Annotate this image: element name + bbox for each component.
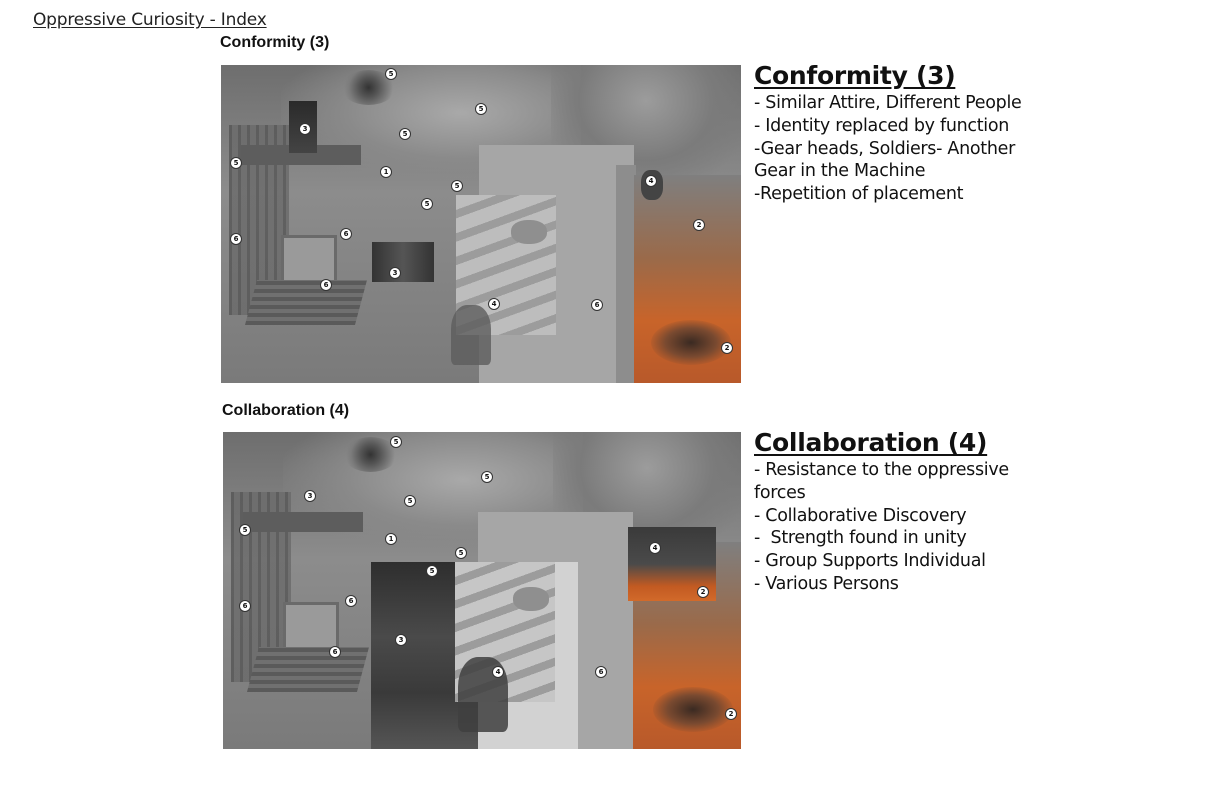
marker: 6 — [591, 299, 603, 311]
notes-heading-collaboration: Collaboration (4) — [754, 428, 988, 457]
marker: 5 — [404, 495, 416, 507]
list-item: - Collaborative Discovery — [754, 505, 967, 526]
marker: 5 — [475, 103, 487, 115]
marker: 2 — [725, 708, 737, 720]
list-item: - Resistance to the oppressive forces — [754, 460, 1015, 503]
notes-conformity: Conformity (3) - Similar Attire, Differe… — [754, 61, 1024, 206]
list-item: - Identity replaced by function — [754, 115, 1010, 136]
marker: 2 — [721, 342, 733, 354]
marker: 6 — [239, 600, 251, 612]
marker: 1 — [385, 533, 397, 545]
marker: 5 — [451, 180, 463, 192]
list-item: - Group Supports Individual — [754, 551, 986, 572]
notes-collaboration: Collaboration (4) - Resistance to the op… — [754, 428, 1024, 596]
marker: 6 — [340, 228, 352, 240]
marker: 3 — [389, 267, 401, 279]
collage-image-conformity: 5 5 3 5 5 1 5 5 4 6 6 2 3 6 4 6 2 — [221, 65, 741, 383]
marker: 5 — [239, 524, 251, 536]
section-label-conformity: Conformity (3) — [220, 34, 330, 51]
marker: 5 — [426, 565, 438, 577]
marker: 6 — [345, 595, 357, 607]
marker: 6 — [595, 666, 607, 678]
marker: 3 — [304, 490, 316, 502]
list-item: - Similar Attire, Different People — [754, 93, 1022, 113]
marker: 5 — [390, 436, 402, 448]
document-title: Oppressive Curiosity - Index — [33, 10, 267, 30]
list-item: - Various Persons — [754, 573, 899, 594]
list-item: -Repetition of placement — [754, 184, 964, 205]
marker: 3 — [395, 634, 407, 646]
notes-list-conformity: - Similar Attire, Different People - Ide… — [754, 92, 1024, 206]
marker: 5 — [481, 471, 493, 483]
list-item: - Strength found in unity — [754, 528, 967, 549]
marker: 4 — [649, 542, 661, 554]
marker: 6 — [320, 279, 332, 291]
collage-image-collaboration: 5 5 3 5 5 1 5 5 4 6 6 2 3 6 4 6 2 — [223, 432, 741, 749]
marker: 1 — [380, 166, 392, 178]
marker: 2 — [693, 219, 705, 231]
list-item: -Gear heads, Soldiers- Another Gear in t… — [754, 138, 1021, 182]
marker: 2 — [697, 586, 709, 598]
marker: 4 — [492, 666, 504, 678]
marker: 5 — [455, 547, 467, 559]
notes-list-collaboration: - Resistance to the oppressive forces - … — [754, 459, 1024, 596]
marker: 4 — [488, 298, 500, 310]
marker: 4 — [645, 175, 657, 187]
marker: 5 — [230, 157, 242, 169]
marker: 6 — [230, 233, 242, 245]
marker: 6 — [329, 646, 341, 658]
marker: 5 — [385, 68, 397, 80]
marker: 3 — [299, 123, 311, 135]
marker: 5 — [399, 128, 411, 140]
notes-heading-conformity: Conformity (3) — [754, 61, 956, 90]
marker: 5 — [421, 198, 433, 210]
section-label-collaboration: Collaboration (4) — [222, 402, 350, 419]
